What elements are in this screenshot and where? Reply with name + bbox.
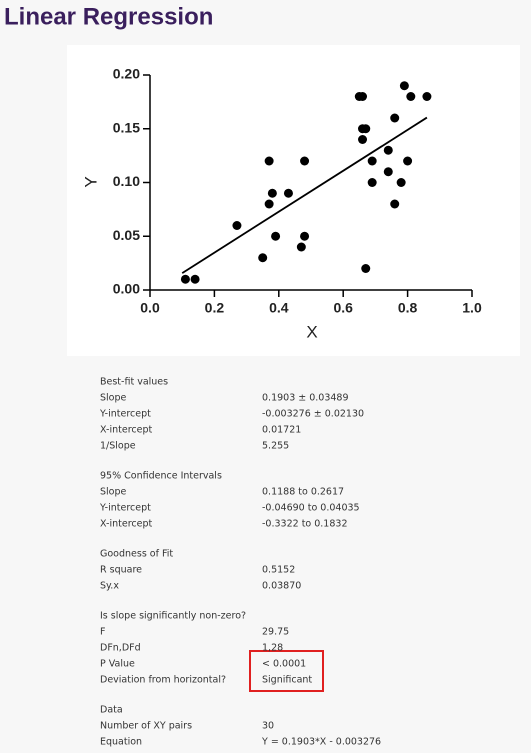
point: [367, 178, 377, 187]
row-value: 0.01721: [262, 425, 301, 436]
row-value: 0.5152: [262, 565, 295, 576]
x-tick-label: 0.6: [333, 300, 353, 316]
row-label: Sy.x: [100, 581, 119, 592]
point: [300, 231, 310, 241]
row-value: 29.75: [262, 627, 289, 638]
point: [300, 156, 310, 166]
x-axis-label: X: [306, 322, 317, 341]
x-tick-label: 0.0: [140, 300, 160, 316]
fit-line: [181, 116, 428, 274]
point: [358, 92, 368, 101]
section-title: Data: [100, 705, 123, 716]
y-axis-label: Y: [81, 176, 100, 187]
row-label: X-intercept: [100, 519, 152, 530]
row-label: Number of XY pairs: [100, 721, 192, 732]
row-label: R square: [100, 565, 142, 576]
point: [283, 188, 293, 198]
section-title: Is slope significantly non-zero?: [100, 611, 246, 622]
row-label: Equation: [100, 737, 142, 748]
point: [358, 135, 368, 144]
point: [190, 274, 200, 284]
point: [390, 113, 400, 123]
row-value: < 0.0001: [262, 659, 306, 670]
row-value: -0.04690 to 0.04035: [262, 503, 360, 514]
point: [361, 124, 371, 134]
point: [232, 221, 242, 230]
row-value: -0.3322 to 0.1832: [262, 519, 348, 530]
row-value: 0.1188 to 0.2617: [262, 487, 344, 498]
point: [390, 199, 400, 209]
point: [271, 231, 281, 241]
row-label: 1/Slope: [100, 441, 136, 452]
row-label: DFn,DFd: [100, 643, 141, 654]
x-tick-label: 0.8: [398, 300, 418, 316]
point: [403, 156, 413, 166]
row-label: Deviation from horizontal?: [100, 675, 226, 686]
point: [406, 92, 416, 101]
point: [383, 167, 393, 177]
row-value: Y = 0.1903*X - 0.003276: [261, 737, 381, 748]
row-value: 30: [262, 721, 274, 732]
point: [267, 188, 277, 198]
section-title: Best-fit values: [100, 377, 168, 388]
page-title: Linear Regression: [4, 3, 213, 30]
point: [258, 253, 268, 263]
chart-panel: [67, 45, 520, 356]
y-tick-label: 0.00: [113, 281, 140, 297]
point: [296, 242, 306, 252]
row-label: Slope: [100, 487, 127, 498]
point: [264, 156, 274, 166]
point: [180, 274, 190, 284]
row-label: Y-intercept: [99, 503, 151, 514]
point: [361, 264, 371, 273]
row-value: 0.1903 ± 0.03489: [262, 393, 349, 404]
y-tick-label: 0.20: [113, 66, 140, 82]
row-value: -0.003276 ± 0.02130: [262, 409, 364, 420]
point: [422, 92, 432, 101]
row-label: Y-intercept: [99, 409, 151, 420]
y-tick-label: 0.10: [113, 173, 140, 189]
row-value: 1,28: [262, 643, 283, 654]
x-tick-label: 0.2: [205, 300, 225, 316]
row-label: F: [100, 627, 105, 638]
point: [396, 178, 406, 187]
row-label: X-intercept: [100, 425, 152, 436]
row-value: Significant: [262, 675, 312, 686]
section-title: Goodness of Fit: [100, 549, 173, 560]
y-tick-label: 0.15: [113, 119, 140, 135]
highlight-box: [249, 650, 324, 692]
point: [383, 145, 393, 155]
row-value: 5.255: [262, 441, 289, 452]
row-label: Slope: [100, 393, 127, 404]
x-tick-label: 1.0: [462, 300, 482, 316]
point: [264, 199, 274, 209]
x-tick-label: 0.4: [269, 300, 289, 316]
point: [367, 156, 377, 166]
row-value: 0.03870: [262, 581, 301, 592]
y-tick-label: 0.05: [113, 227, 140, 243]
row-label: P Value: [100, 659, 135, 670]
section-title: 95% Confidence Intervals: [100, 471, 222, 482]
point: [399, 81, 409, 91]
